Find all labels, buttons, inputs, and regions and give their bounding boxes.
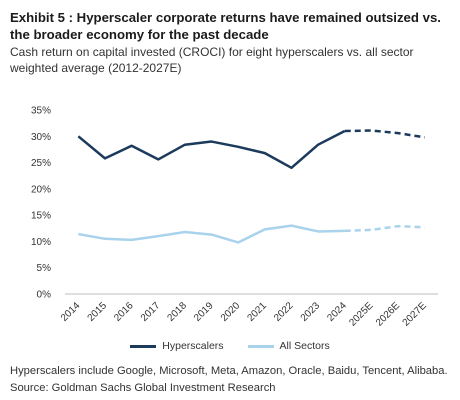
y-tick-label: 35% — [31, 106, 51, 117]
y-axis-ticks: 0% 5% 10% 15% 20% 25% 30% 35% — [31, 106, 51, 301]
x-tick-label: 2021 — [245, 300, 269, 324]
chart-title: Exhibit 5 : Hyperscaler corporate return… — [10, 10, 441, 42]
y-tick-label: 30% — [31, 132, 51, 143]
footnote: Hyperscalers include Google, Microsoft, … — [10, 365, 448, 377]
x-tick-label: 2015 — [86, 300, 110, 324]
chart-subtitle: Cash return on capital invested (CROCI) … — [10, 45, 414, 75]
x-tick-label: 2024 — [325, 300, 349, 324]
y-tick-label: 0% — [37, 290, 52, 301]
x-tick-label: 2019 — [192, 300, 216, 324]
x-tick-label: 2022 — [272, 300, 296, 324]
series-lines — [77, 129, 425, 244]
series-line-hyperscalers-estimate — [344, 129, 425, 139]
legend-swatch-all-sectors — [247, 344, 274, 348]
series-line-all-sectors-estimate — [344, 224, 425, 233]
y-tick-label: 25% — [31, 158, 51, 169]
series-line-hyperscalers — [77, 129, 346, 170]
x-tick-label: 2026E — [374, 300, 402, 328]
source-note: Source: Goldman Sachs Global Investment … — [10, 382, 276, 394]
x-tick-label: 2016 — [112, 300, 136, 324]
series-line-all-sectors — [78, 224, 345, 244]
legend-label-hyperscalers: Hyperscalers — [162, 340, 224, 352]
x-tick-label: 2018 — [166, 300, 190, 324]
x-tick-label: 2023 — [299, 300, 323, 324]
x-tick-label: 2027E — [401, 300, 429, 328]
y-tick-label: 15% — [31, 211, 51, 222]
x-tick-label: 2014 — [59, 300, 83, 324]
y-tick-label: 20% — [31, 184, 51, 195]
chart-legend: Hyperscalers All Sectors — [0, 340, 460, 352]
legend-item-all-sectors: All Sectors — [247, 340, 330, 352]
legend-swatch-hyperscalers — [130, 344, 157, 348]
x-axis-ticks: 2014 2015 2016 2017 2018 2019 2020 2021 2022 2023… — [59, 300, 429, 329]
x-tick-label: 2017 — [139, 300, 163, 324]
y-tick-label: 5% — [37, 263, 52, 274]
x-tick-label: 2020 — [219, 300, 243, 324]
legend-item-hyperscalers: Hyperscalers — [130, 340, 224, 352]
y-tick-label: 10% — [31, 237, 51, 248]
legend-label-all-sectors: All Sectors — [279, 340, 330, 352]
x-tick-label: 2025E — [347, 300, 375, 328]
